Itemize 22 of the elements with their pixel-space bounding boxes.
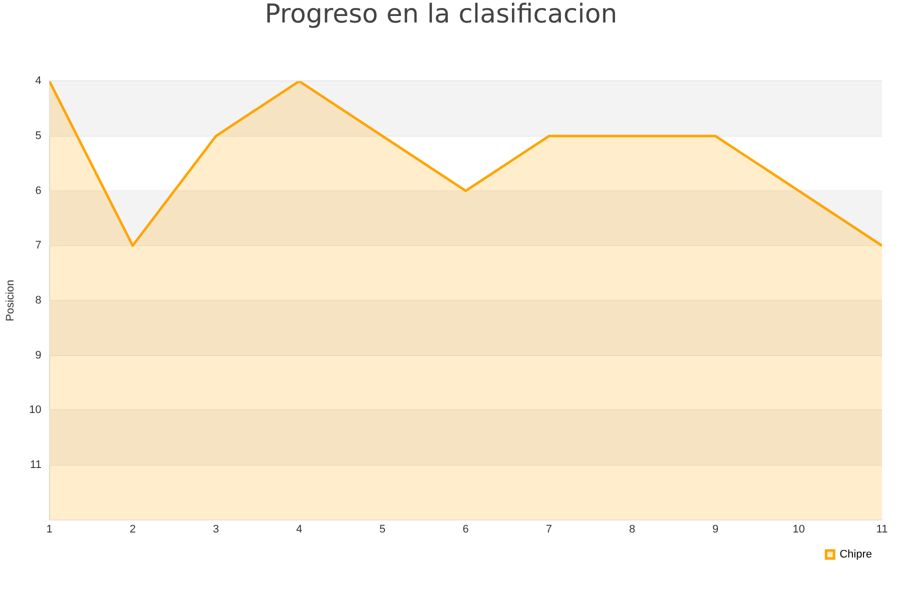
x-tick-label: 3: [212, 523, 220, 536]
y-tick-label: 9: [35, 349, 42, 362]
x-tick-label: 9: [712, 523, 719, 536]
y-tick-label: 8: [35, 294, 42, 307]
y-tick-label: 4: [35, 75, 42, 88]
x-tick-label: 5: [379, 523, 386, 536]
x-tick-label: 1: [46, 523, 52, 536]
x-tick-label: 8: [629, 523, 636, 536]
x-tick-label: 4: [296, 523, 302, 536]
y-tick-label: 5: [35, 130, 42, 142]
legend-label: Chipre: [840, 548, 872, 561]
y-tick-label: 11: [30, 459, 42, 472]
y-tick-label: 7: [35, 240, 42, 252]
x-tick-label: 11: [876, 523, 888, 536]
x-tick-label: 10: [792, 523, 805, 536]
y-tick-label: 10: [29, 404, 42, 416]
y-tick-label: 6: [35, 184, 42, 197]
x-tick-label: 2: [130, 523, 136, 536]
y-axis-title: Posicion: [4, 280, 17, 322]
x-tick-label: 7: [546, 523, 552, 536]
x-tick-label: 6: [462, 523, 469, 536]
chart-title: Progreso en la clasificacion: [264, 0, 618, 30]
